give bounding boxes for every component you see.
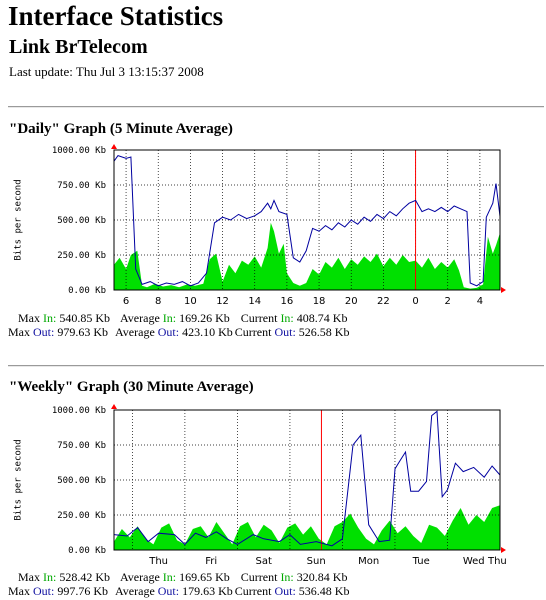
y-tick-label: 500.00 Kb <box>57 216 106 226</box>
x-axis-arrow <box>501 547 506 553</box>
out-label: Out: <box>274 584 296 598</box>
in-label: In: <box>43 311 57 325</box>
x-tick-label: Sat <box>255 556 271 567</box>
x-tick-label: Mon <box>358 556 379 567</box>
x-tick-label: 14 <box>248 296 261 307</box>
y-tick-label: 1000.00 Kb <box>52 146 106 156</box>
x-tick-label: Thu <box>148 556 168 567</box>
daily-avg-out: 423.10 Kb <box>182 325 233 339</box>
y-tick-label: 1000.00 Kb <box>52 406 106 416</box>
y-tick-label: 0.00 Kb <box>68 546 106 556</box>
divider <box>8 365 544 367</box>
last-update: Last update: Thu Jul 3 13:15:37 2008 <box>9 64 204 79</box>
x-tick-label: 0 <box>412 296 418 307</box>
average-label: Average <box>115 584 155 598</box>
current-label: Current <box>234 325 272 339</box>
series-in-area <box>114 505 500 550</box>
weekly-max-in: 528.42 Kb <box>59 570 111 584</box>
x-tick-label: Thu <box>487 556 507 567</box>
weekly-graph-title: "Weekly" Graph (30 Minute Average) <box>9 379 254 395</box>
in-label: In: <box>43 570 57 584</box>
x-tick-label: Wed <box>463 556 485 567</box>
y-axis-label: Bits per second <box>14 179 24 260</box>
x-tick-label: 16 <box>281 296 294 307</box>
weekly-graph: Bits per second 1000.00 Kb 750.00 Kb 500.00… <box>14 404 507 567</box>
daily-stats: Max In: 540.85 Kb Average In: 169.26 Kb … <box>8 311 351 339</box>
series-in-area <box>114 222 500 290</box>
weekly-stats: Max In: 528.42 Kb Average In: 169.65 Kb … <box>8 570 351 598</box>
average-label: Average <box>115 325 155 339</box>
y-axis-arrow <box>111 144 117 149</box>
x-tick-label: 8 <box>155 296 161 307</box>
series-out-line <box>113 155 501 287</box>
x-tick-label: 4 <box>477 296 483 307</box>
divider <box>8 106 544 108</box>
y-tick-label: 250.00 Kb <box>57 251 106 261</box>
y-axis-label: Bits per second <box>14 439 24 520</box>
max-label: Max <box>8 584 30 598</box>
x-tick-label: 22 <box>377 296 390 307</box>
out-label: Out: <box>157 325 180 339</box>
weekly-cur-out: 536.48 Kb <box>298 584 350 598</box>
in-label: In: <box>280 570 294 584</box>
plot-frame <box>113 149 501 291</box>
daily-avg-in: 169.26 Kb <box>179 311 230 325</box>
in-label: In: <box>162 311 177 325</box>
plot-frame <box>113 409 501 551</box>
y-tick-label: 750.00 Kb <box>57 441 106 451</box>
out-label: Out: <box>33 584 55 598</box>
max-label: Max <box>8 325 30 339</box>
daily-cur-out: 526.58 Kb <box>298 325 350 339</box>
daily-max-in: 540.85 Kb <box>59 311 111 325</box>
current-label: Current <box>234 584 272 598</box>
x-tick-label: 20 <box>345 296 358 307</box>
average-label: Average <box>120 570 160 584</box>
series-out-line <box>113 410 501 547</box>
daily-max-out: 979.63 Kb <box>57 325 109 339</box>
x-tick-label: 10 <box>184 296 197 307</box>
y-axis-arrow <box>111 404 117 409</box>
max-label: Max <box>18 311 40 325</box>
daily-graph-title: "Daily" Graph (5 Minute Average) <box>9 121 233 137</box>
out-label: Out: <box>274 325 296 339</box>
x-tick-label: 18 <box>313 296 326 307</box>
x-tick-label: 2 <box>445 296 451 307</box>
x-tick-label: Fri <box>205 556 217 567</box>
y-tick-label: 500.00 Kb <box>57 476 106 486</box>
out-label: Out: <box>33 325 55 339</box>
weekly-avg-out: 179.63 Kb <box>182 584 233 598</box>
daily-cur-in: 408.74 Kb <box>296 311 348 325</box>
weekly-max-out: 997.76 Kb <box>57 584 109 598</box>
x-tick-label: 6 <box>123 296 129 307</box>
link-name: Link BrTelecom <box>9 36 148 58</box>
in-label: In: <box>162 570 177 584</box>
current-label: Current <box>240 311 278 325</box>
y-tick-label: 0.00 Kb <box>68 286 106 296</box>
x-tick-label: 12 <box>216 296 229 307</box>
in-label: In: <box>280 311 294 325</box>
page-title: Interface Statistics <box>8 1 224 31</box>
x-axis-arrow <box>501 287 506 293</box>
x-tick-label: Tue <box>412 556 430 567</box>
weekly-avg-in: 169.65 Kb <box>179 570 230 584</box>
average-label: Average <box>120 311 160 325</box>
y-tick-label: 750.00 Kb <box>57 181 106 191</box>
x-tick-label: Sun <box>307 556 326 567</box>
max-label: Max <box>18 570 40 584</box>
weekly-cur-in: 320.84 Kb <box>296 570 348 584</box>
out-label: Out: <box>157 584 180 598</box>
y-tick-label: 250.00 Kb <box>57 511 106 521</box>
current-label: Current <box>240 570 278 584</box>
